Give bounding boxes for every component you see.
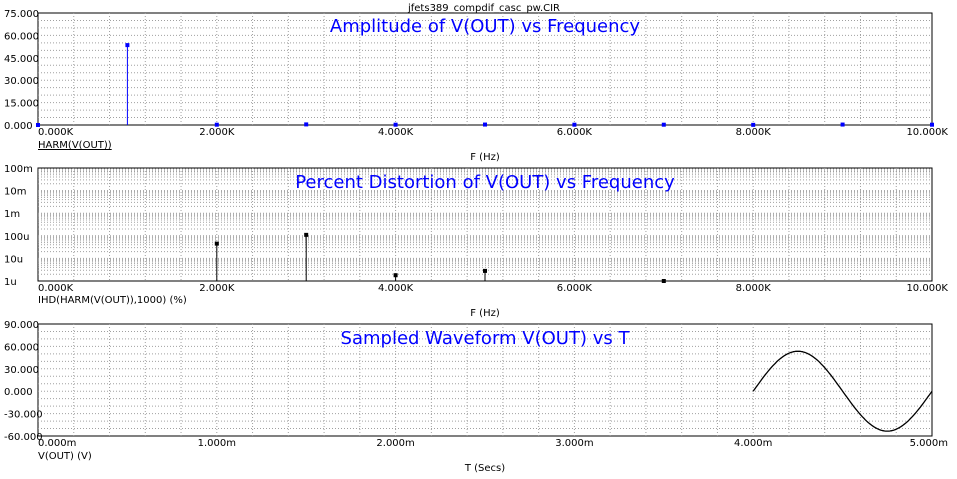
data-point	[214, 122, 219, 127]
data-point	[304, 122, 309, 127]
y-tick-label: 45.000	[4, 54, 39, 65]
x-tick-label: 3.000m	[555, 438, 593, 449]
x-tick-label: 8.000K	[736, 127, 772, 138]
trace-label[interactable]: IHD(HARM(V(OUT)),1000) (%)	[38, 295, 187, 306]
x-tick-label: 2.000K	[199, 283, 235, 294]
data-point	[125, 43, 130, 48]
y-tick-label: 10u	[4, 254, 23, 265]
data-point	[483, 122, 487, 127]
data-point	[661, 122, 666, 127]
file-title: jfets389_compdif_casc_pw.CIR	[407, 3, 560, 14]
data-point	[572, 122, 577, 127]
y-tick-label: 30.000	[4, 365, 39, 376]
grid	[38, 324, 932, 436]
y-tick-label: 100u	[4, 232, 29, 243]
data-series	[752, 350, 933, 432]
plot-frame	[37, 323, 933, 437]
x-tick-label: 4.000K	[378, 283, 414, 294]
x-tick-label: 2.000K	[199, 127, 235, 138]
data-point	[393, 122, 398, 127]
data-point	[36, 123, 40, 127]
distortion-plot[interactable]: 1u 10u 100u 1m 10m 100m 0.000K 2.000K 4.000K 6.00…	[4, 164, 948, 319]
y-tick-label: 1u	[4, 277, 17, 288]
x-axis-title: F (Hz)	[470, 152, 500, 163]
x-axis-title: T (Secs)	[464, 463, 505, 474]
x-tick-label: 8.000K	[736, 283, 772, 294]
plot-title: Sampled Waveform V(OUT) vs T	[341, 328, 631, 349]
y-tick-label: 15.000	[4, 99, 39, 110]
data-point	[661, 279, 666, 283]
x-tick-label: 2.000m	[376, 438, 414, 449]
data-point	[304, 232, 309, 237]
plot-title: Amplitude of V(OUT) vs Frequency	[330, 16, 641, 37]
x-axis-title: F (Hz)	[470, 308, 500, 319]
x-tick-label: 0.000m	[38, 438, 76, 449]
trace-label[interactable]: HARM(V(OUT))	[38, 140, 112, 151]
y-tick-label: 0.000	[4, 387, 33, 398]
amplitude-plot[interactable]: 0.000 15.000 30.000 45.000 60.000 75.000 0.000…	[4, 9, 948, 163]
x-tick-label: 6.000K	[557, 127, 593, 138]
data-point	[930, 122, 934, 127]
x-tick-label: 10.000K	[906, 283, 948, 294]
grid	[38, 13, 932, 125]
data-point	[840, 122, 845, 127]
y-tick-label: 30.000	[4, 76, 39, 87]
x-tick-label: 1.000m	[198, 438, 236, 449]
y-tick-label: 1m	[4, 209, 20, 220]
plot-title: Percent Distortion of V(OUT) vs Frequenc…	[295, 172, 675, 193]
data-point	[751, 122, 756, 127]
y-tick-label: 75.000	[4, 9, 39, 20]
trace-label[interactable]: V(OUT) (V)	[38, 451, 92, 462]
data-point	[393, 273, 398, 278]
x-tick-label: 0.000K	[38, 283, 74, 294]
x-tick-label: 5.000m	[910, 438, 948, 449]
y-tick-label: 60.000	[4, 31, 39, 42]
x-tick-label: 6.000K	[557, 283, 593, 294]
x-tick-label: 10.000K	[906, 127, 948, 138]
data-point	[214, 241, 219, 246]
data-series	[36, 43, 934, 127]
y-tick-label: 100m	[4, 164, 33, 175]
y-tick-label: 60.000	[4, 342, 39, 353]
x-tick-label: 4.000K	[378, 127, 414, 138]
y-tick-label: 10m	[4, 187, 26, 198]
y-tick-label: -60.000	[4, 432, 43, 443]
x-tick-label: 0.000K	[38, 127, 74, 138]
y-tick-label: 0.000	[4, 121, 33, 132]
y-tick-label: -30.000	[4, 410, 43, 421]
data-point	[483, 268, 487, 273]
waveform-plot[interactable]: -60.000 -30.000 0.000 30.000 60.000 90.000 0.0…	[4, 320, 948, 474]
x-tick-label: 4.000m	[734, 438, 772, 449]
waveform-line	[752, 350, 933, 432]
data-series	[214, 232, 666, 283]
y-tick-label: 90.000	[4, 320, 39, 331]
